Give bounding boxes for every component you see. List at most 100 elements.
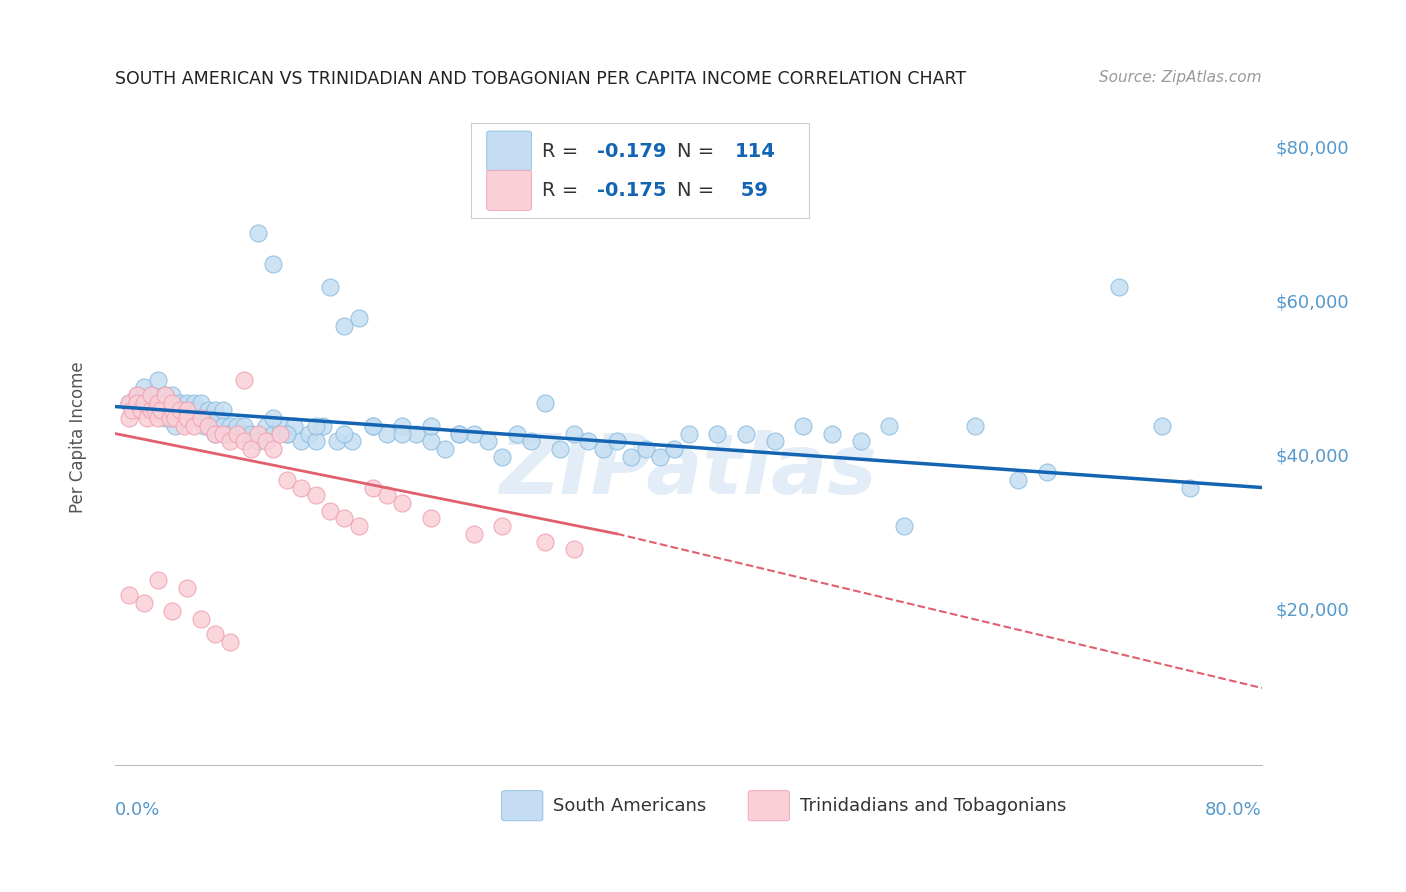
Point xyxy=(269,426,291,441)
Point xyxy=(165,411,187,425)
Point xyxy=(204,426,226,441)
Point xyxy=(276,426,298,441)
Point xyxy=(361,481,384,495)
Point xyxy=(361,418,384,433)
Point xyxy=(312,418,335,433)
Point xyxy=(118,395,141,409)
Point xyxy=(405,426,427,441)
Point xyxy=(233,373,256,387)
Point xyxy=(183,418,205,433)
Point xyxy=(592,442,614,456)
Point xyxy=(347,519,370,533)
Point xyxy=(1036,465,1059,479)
Point xyxy=(505,426,527,441)
Point xyxy=(391,496,413,510)
Point xyxy=(290,434,312,449)
Point xyxy=(169,395,191,409)
Point xyxy=(449,426,471,441)
FancyBboxPatch shape xyxy=(471,123,808,218)
Point xyxy=(326,434,349,449)
Point xyxy=(735,426,758,441)
Point xyxy=(155,411,177,425)
Point xyxy=(877,418,900,433)
Point xyxy=(262,411,284,425)
Point xyxy=(190,612,212,626)
Point xyxy=(254,434,277,449)
Point xyxy=(159,395,181,409)
Point xyxy=(204,627,226,641)
Point xyxy=(218,418,240,433)
Point xyxy=(433,442,456,456)
Point xyxy=(319,280,342,294)
Point xyxy=(634,442,657,456)
Point xyxy=(491,450,513,464)
Point xyxy=(204,426,226,441)
Point xyxy=(347,310,370,325)
Point xyxy=(648,450,671,464)
Point xyxy=(155,388,177,402)
Point xyxy=(211,403,233,417)
Point xyxy=(419,434,441,449)
Point xyxy=(125,395,148,409)
Point xyxy=(197,411,219,425)
FancyBboxPatch shape xyxy=(486,131,531,171)
Point xyxy=(149,395,172,409)
Point xyxy=(176,581,198,595)
Point xyxy=(183,395,205,409)
Text: N =: N = xyxy=(678,142,721,161)
Point xyxy=(155,388,177,402)
Point xyxy=(419,418,441,433)
Point xyxy=(146,573,169,587)
FancyBboxPatch shape xyxy=(502,790,543,821)
Point xyxy=(262,426,284,441)
Point xyxy=(169,403,191,417)
Point xyxy=(792,418,814,433)
Point xyxy=(146,395,169,409)
Point xyxy=(139,403,162,417)
Point xyxy=(176,411,198,425)
Point xyxy=(226,426,249,441)
Point xyxy=(121,403,143,417)
Point xyxy=(132,395,155,409)
Point xyxy=(159,411,181,425)
Point xyxy=(706,426,728,441)
Point xyxy=(135,395,157,409)
Point xyxy=(139,388,162,402)
Point xyxy=(211,426,233,441)
Point xyxy=(477,434,499,449)
Point xyxy=(893,519,915,533)
Point xyxy=(548,442,571,456)
Text: South Americans: South Americans xyxy=(553,797,706,814)
Point xyxy=(576,434,599,449)
Point xyxy=(534,534,557,549)
Text: SOUTH AMERICAN VS TRINIDADIAN AND TOBAGONIAN PER CAPITA INCOME CORRELATION CHART: SOUTH AMERICAN VS TRINIDADIAN AND TOBAGO… xyxy=(115,70,966,88)
Text: $80,000: $80,000 xyxy=(1275,139,1350,157)
Point xyxy=(173,411,195,425)
Point xyxy=(849,434,872,449)
Point xyxy=(419,511,441,525)
Point xyxy=(190,411,212,425)
Text: 80.0%: 80.0% xyxy=(1205,801,1263,819)
Point xyxy=(211,418,233,433)
Point xyxy=(319,503,342,517)
Point xyxy=(262,257,284,271)
Point xyxy=(606,434,628,449)
Point xyxy=(190,411,212,425)
Point xyxy=(620,450,643,464)
Point xyxy=(135,411,157,425)
Point xyxy=(333,426,356,441)
Point xyxy=(176,395,198,409)
Point xyxy=(247,434,270,449)
Point xyxy=(1108,280,1130,294)
Point xyxy=(449,426,471,441)
FancyBboxPatch shape xyxy=(748,790,790,821)
Point xyxy=(305,418,328,433)
Point xyxy=(1007,473,1029,487)
FancyBboxPatch shape xyxy=(486,170,531,211)
Point xyxy=(162,604,184,618)
Point xyxy=(125,388,148,402)
Point xyxy=(201,418,224,433)
Point xyxy=(377,426,399,441)
Point xyxy=(377,488,399,502)
Point xyxy=(218,426,240,441)
